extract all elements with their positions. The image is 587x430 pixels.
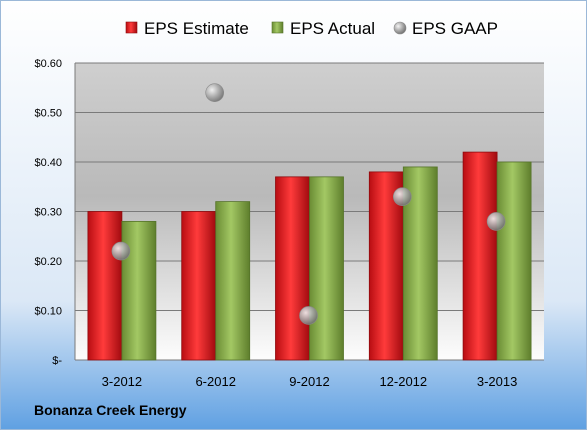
legend-label: EPS Estimate — [144, 19, 249, 38]
y-tick-label: $0.10 — [34, 306, 62, 318]
eps-estimate-bar — [87, 211, 123, 361]
legend-estimate: EPS Estimate — [125, 19, 249, 38]
legend-label: EPS Actual — [290, 19, 375, 38]
bars — [87, 151, 532, 361]
x-tick-labels: 3-2012 6-2012 9-2012 12-2012 3-2013 — [102, 374, 518, 389]
y-tick-label: $0.20 — [34, 256, 62, 268]
legend-swatch — [393, 21, 407, 35]
eps-gaap-point — [111, 241, 131, 261]
eps-gaap-point — [299, 306, 318, 325]
eps-estimate-bar — [462, 151, 498, 361]
company-name: Bonanza Creek Energy — [34, 402, 187, 418]
x-tick-label: 12-2012 — [379, 374, 427, 389]
gaap-points — [111, 83, 506, 325]
eps-actual-bar — [121, 220, 157, 361]
y-tick-label: $0.60 — [34, 58, 62, 70]
x-tick-label: 6-2012 — [195, 374, 235, 389]
eps-actual-bar — [309, 176, 344, 361]
eps-gaap-point — [205, 83, 224, 102]
eps-actual-bar — [496, 161, 532, 361]
eps-estimate-bar — [181, 211, 217, 361]
x-tick-label: 3-2013 — [477, 374, 517, 389]
x-tick-label: 3-2012 — [102, 374, 142, 389]
legend-actual: EPS Actual — [271, 19, 375, 38]
legend-swatch — [271, 21, 284, 34]
legend: EPS Estimate EPS Actual EPS GAAP — [125, 19, 498, 38]
x-tick-label: 9-2012 — [289, 374, 329, 389]
y-tick-label: $- — [52, 355, 62, 367]
legend-gaap: EPS GAAP — [393, 19, 498, 38]
y-tick-labels: $- $0.10 $0.20 $0.30 $0.40 $0.50 $0.60 — [34, 58, 62, 367]
legend-label: EPS GAAP — [412, 19, 498, 38]
eps-gaap-point — [486, 212, 506, 231]
y-tick-label: $0.30 — [34, 207, 62, 219]
eps-actual-bar — [215, 201, 251, 361]
y-tick-label: $0.50 — [34, 108, 62, 120]
eps-gaap-point — [392, 187, 412, 206]
y-tick-label: $0.40 — [34, 157, 62, 169]
legend-swatch — [125, 21, 138, 34]
eps-estimate-bar — [275, 176, 310, 361]
